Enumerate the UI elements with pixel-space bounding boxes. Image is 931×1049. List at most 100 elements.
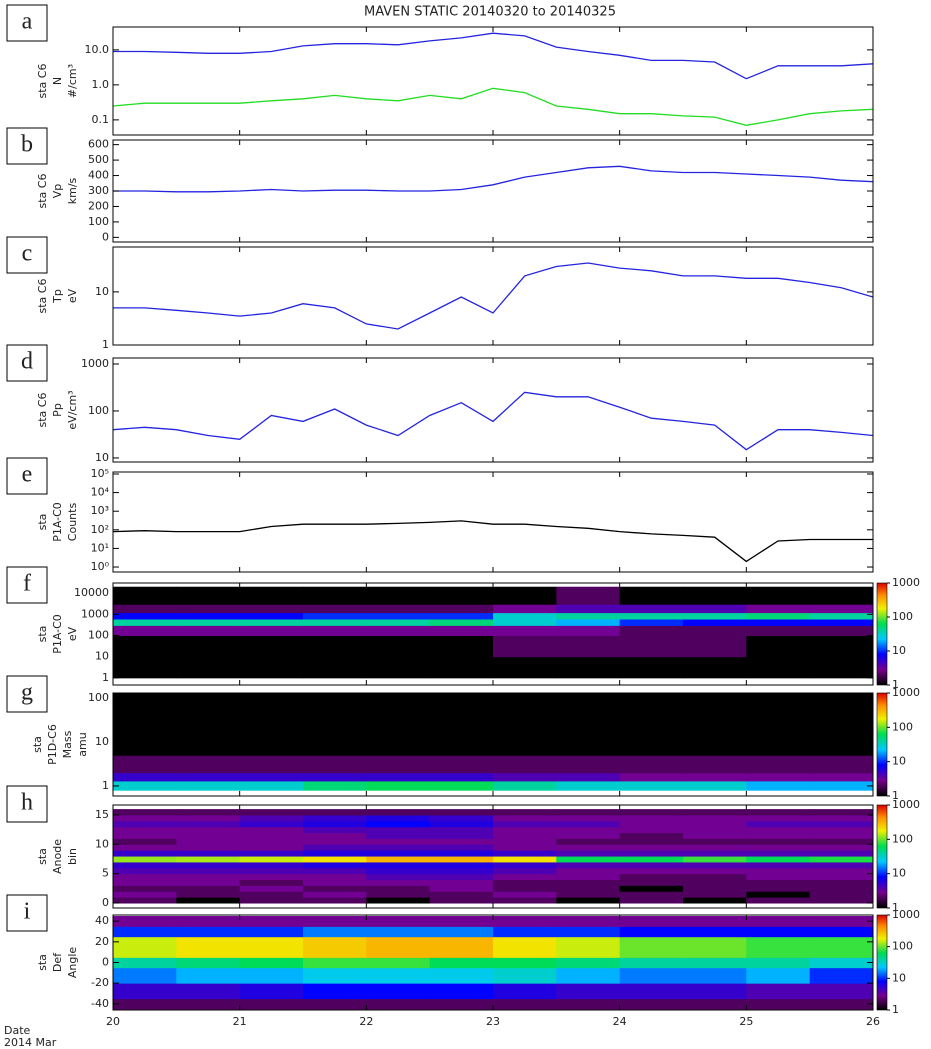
heatmap-cell — [366, 856, 431, 863]
plot-area — [113, 391, 873, 451]
heatmap-cell — [809, 957, 873, 969]
y-tick-label: 600 — [88, 138, 109, 151]
panel-letter: c — [22, 241, 33, 267]
heatmap-cell — [746, 916, 811, 927]
heatmap-cell — [493, 826, 557, 834]
heatmap-cell — [683, 635, 747, 658]
heatmap-cell — [809, 916, 873, 927]
heatmap-cell — [429, 838, 494, 845]
heatmap-cell — [809, 879, 873, 886]
heatmap-cell — [619, 885, 684, 892]
heatmap-cell — [556, 625, 621, 636]
y-axis-label: eV — [66, 626, 79, 641]
heatmap-cell — [366, 780, 431, 791]
heatmap-cell — [556, 780, 621, 791]
heatmap-cell — [746, 814, 811, 822]
heatmap-cell — [303, 844, 367, 851]
heatmap-cell — [809, 772, 873, 782]
heatmap-cell — [176, 625, 241, 636]
heatmap-cell — [619, 809, 684, 816]
heatmap-cell — [176, 897, 241, 904]
colorbar-tick-label: 100 — [892, 832, 913, 845]
heatmap-cell — [239, 832, 304, 839]
heatmap-cell — [683, 885, 747, 892]
heatmap-cell — [176, 856, 241, 863]
heatmap-cell — [493, 586, 557, 605]
y-axis-label: Angle — [66, 947, 79, 979]
heatmap-cell — [239, 998, 304, 1010]
colorbar-tick-label: 1 — [892, 901, 899, 914]
heatmap-cell — [493, 832, 557, 839]
panel-frame — [112, 357, 874, 463]
colorbar-tick-label: 1000 — [892, 686, 920, 699]
heatmap-cell — [683, 936, 747, 958]
heatmap-cell — [303, 861, 367, 869]
heatmap-cell — [239, 957, 304, 969]
line — [113, 262, 873, 330]
heatmap-cell — [556, 612, 621, 620]
heatmap-cell — [809, 936, 873, 958]
heatmap-cell — [239, 809, 304, 816]
plot-area — [113, 916, 873, 1010]
heatmap-cell — [113, 693, 177, 730]
heatmap-cell — [303, 998, 367, 1010]
colorbar-tick-label: 1000 — [892, 798, 920, 811]
heatmap-cell — [683, 693, 747, 730]
heatmap-cell — [366, 809, 431, 816]
heatmap-cell — [303, 635, 367, 658]
plot-area — [113, 586, 873, 679]
y-axis-label: P1D-C6 — [46, 724, 59, 765]
panel-letter: i — [24, 899, 31, 925]
heatmap-cell — [683, 832, 747, 839]
heatmap-cell — [303, 916, 367, 927]
heatmap-cell — [683, 897, 747, 904]
heatmap-cell — [493, 916, 557, 927]
heatmap-cell — [366, 755, 431, 774]
heatmap-cell — [366, 891, 431, 898]
heatmap-cell — [683, 873, 747, 881]
heatmap-cell — [683, 826, 747, 834]
heatmap-cell — [366, 656, 431, 679]
panel-letter-box — [6, 127, 48, 165]
y-tick-label: 0.1 — [92, 113, 110, 126]
heatmap-cell — [239, 635, 304, 658]
heatmap-cell — [809, 625, 873, 636]
heatmap-cell — [429, 635, 494, 658]
heatmap-cell — [556, 850, 621, 857]
heatmap-cell — [809, 814, 873, 822]
heatmap-cell — [113, 897, 177, 904]
heatmap-cell — [239, 844, 304, 851]
heatmap-cell — [429, 693, 494, 730]
heatmap-cell — [176, 656, 241, 679]
heatmap-cell — [176, 926, 241, 938]
panel-letter: d — [21, 349, 33, 375]
heatmap-cell — [113, 755, 177, 774]
heatmap-cell — [176, 998, 241, 1010]
line — [113, 32, 873, 80]
colorbar-tick-label: 100 — [892, 610, 913, 623]
heatmap-cell — [239, 926, 304, 938]
panel-letter-box — [6, 344, 48, 382]
heatmap-cell — [303, 780, 367, 791]
line — [113, 520, 873, 563]
heatmap-cell — [303, 856, 367, 863]
heatmap-cell — [113, 826, 177, 834]
plot-area — [113, 262, 873, 330]
heatmap-cell — [366, 936, 431, 958]
y-tick-label: 0 — [102, 956, 109, 969]
heatmap-cell — [366, 844, 431, 851]
heatmap-cell — [556, 926, 621, 938]
heatmap-cell — [493, 618, 557, 626]
heatmap-cell — [366, 897, 431, 904]
heatmap-cell — [619, 832, 684, 839]
y-tick-label: -20 — [91, 976, 109, 989]
heatmap-cell — [176, 820, 241, 828]
heatmap-cell — [366, 772, 431, 782]
heatmap-cell — [556, 604, 621, 614]
heatmap-cell — [619, 867, 684, 875]
heatmap-cell — [113, 780, 177, 791]
y-axis-label: sta — [31, 736, 44, 753]
heatmap-cell — [746, 873, 811, 881]
heatmap-cell — [809, 861, 873, 869]
